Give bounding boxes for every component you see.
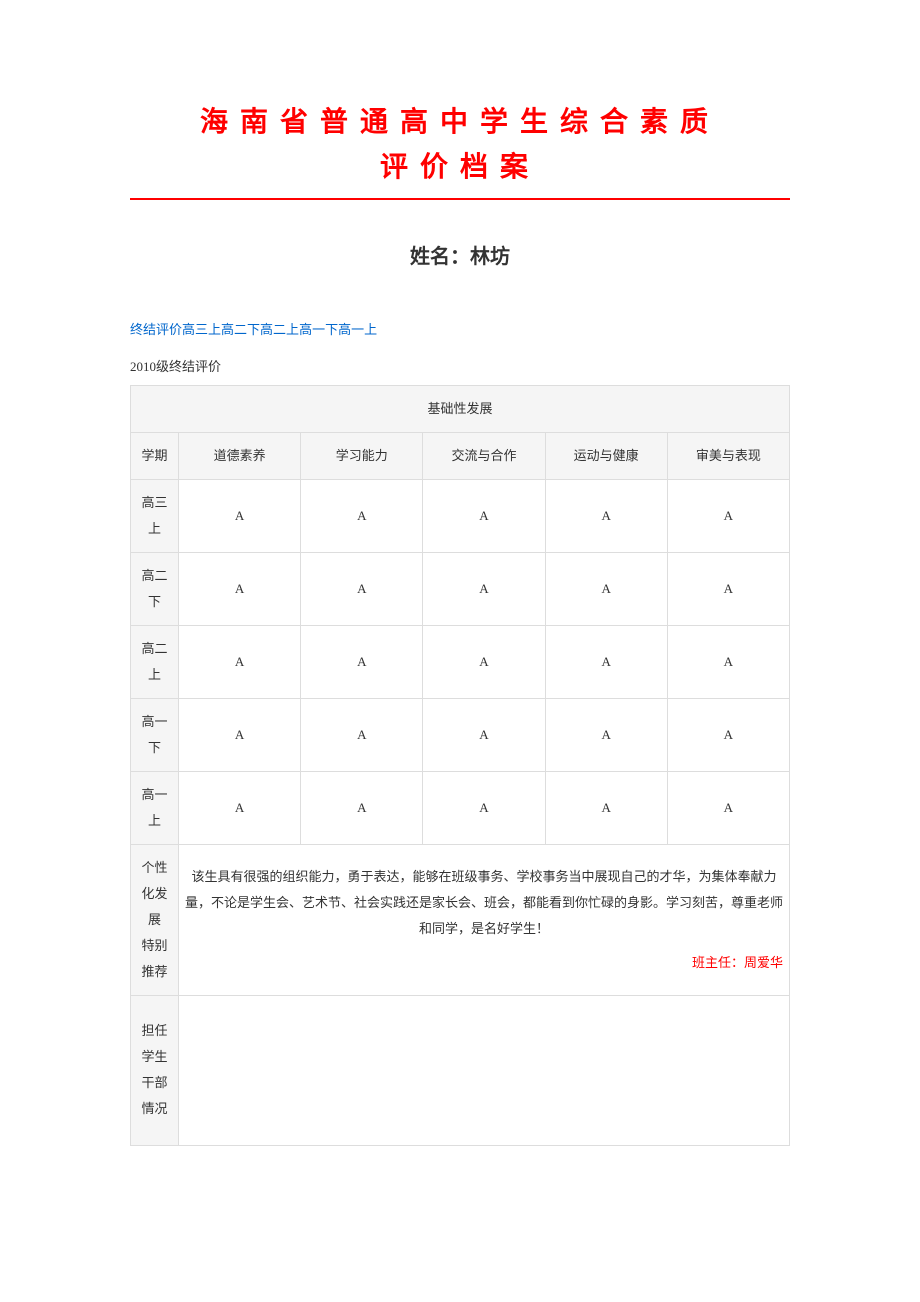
term-text: 高一 (137, 782, 172, 808)
nav-link-g2-2[interactable]: 高二下 (221, 322, 260, 337)
col-term: 学期 (131, 432, 179, 479)
cell: A (179, 771, 301, 844)
table-row: 高二 上 A A A A A (131, 625, 790, 698)
table-row: 高一 下 A A A A A (131, 698, 790, 771)
recommendation-label: 个性 化发 展 特别 推荐 (131, 844, 179, 995)
table-row: 高二 下 A A A A A (131, 552, 790, 625)
nav-link-g1-2[interactable]: 高一下 (299, 322, 338, 337)
table-row: 高一 上 A A A A A (131, 771, 790, 844)
cell: A (301, 479, 423, 552)
cell: A (545, 698, 667, 771)
cell: A (423, 552, 545, 625)
label-char: 学生 (137, 1044, 172, 1070)
term-cell: 高一 下 (131, 698, 179, 771)
title-line-2: 评价档案 (130, 145, 790, 190)
cell: A (179, 625, 301, 698)
col-communication: 交流与合作 (423, 432, 545, 479)
cell: A (179, 552, 301, 625)
recommendation-cell: 该生具有很强的组织能力，勇于表达，能够在班级事务、学校事务当中展现自己的才华，为… (179, 844, 790, 995)
term-text: 高二 (137, 636, 172, 662)
cell: A (667, 698, 789, 771)
semester-nav: 终结评价高三上高二下高二上高一下高一上 (130, 319, 790, 338)
title-underline (130, 198, 790, 200)
term-text: 下 (137, 735, 172, 761)
label-char: 推荐 (137, 959, 172, 985)
cell: A (667, 479, 789, 552)
term-text: 高三 (137, 490, 172, 516)
cell: A (667, 552, 789, 625)
teacher-signature: 班主任：周爱华 (185, 950, 783, 976)
document-title: 海南省普通高中学生综合素质 评价档案 (130, 100, 790, 190)
recommendation-text: 该生具有很强的组织能力，勇于表达，能够在班级事务、学校事务当中展现自己的才华，为… (185, 864, 783, 942)
label-char: 特别 (137, 933, 172, 959)
name-label: 姓名： (410, 246, 470, 268)
col-morality: 道德素养 (179, 432, 301, 479)
cell: A (301, 698, 423, 771)
nav-link-g1-1[interactable]: 高一上 (338, 322, 377, 337)
cell: A (423, 771, 545, 844)
col-aesthetics: 审美与表现 (667, 432, 789, 479)
col-sports: 运动与健康 (545, 432, 667, 479)
evaluation-table: 基础性发展 学期 道德素养 学习能力 交流与合作 运动与健康 审美与表现 高三 … (130, 385, 790, 1146)
cell: A (667, 771, 789, 844)
col-study: 学习能力 (301, 432, 423, 479)
student-name-line: 姓名：林坊 (130, 240, 790, 269)
cell: A (545, 552, 667, 625)
term-cell: 高一 上 (131, 771, 179, 844)
term-text: 高一 (137, 709, 172, 735)
label-char: 干部 (137, 1070, 172, 1096)
cell: A (179, 698, 301, 771)
cell: A (179, 479, 301, 552)
cell: A (423, 625, 545, 698)
nav-link-final[interactable]: 终结评价 (130, 322, 182, 337)
term-text: 高二 (137, 563, 172, 589)
title-line-1: 海南省普通高中学生综合素质 (200, 106, 720, 137)
term-text: 下 (137, 589, 172, 615)
nav-link-g2-1[interactable]: 高二上 (260, 322, 299, 337)
label-char: 个性 (137, 855, 172, 881)
term-cell: 高三 上 (131, 479, 179, 552)
label-char: 情况 (137, 1096, 172, 1122)
table-header-span: 基础性发展 (131, 385, 790, 432)
cell: A (545, 625, 667, 698)
cell: A (301, 771, 423, 844)
nav-link-g3-1[interactable]: 高三上 (182, 322, 221, 337)
term-text: 上 (137, 662, 172, 688)
term-text: 上 (137, 516, 172, 542)
name-value: 林坊 (470, 246, 510, 268)
recommendation-row: 个性 化发 展 特别 推荐 该生具有很强的组织能力，勇于表达，能够在班级事务、学… (131, 844, 790, 995)
cell: A (545, 771, 667, 844)
cell: A (301, 552, 423, 625)
cadre-row: 担任 学生 干部 情况 (131, 995, 790, 1145)
term-cell: 高二 上 (131, 625, 179, 698)
cadre-cell (179, 995, 790, 1145)
cell: A (423, 479, 545, 552)
cell: A (423, 698, 545, 771)
section-title: 2010级终结评价 (130, 356, 790, 375)
cell: A (667, 625, 789, 698)
term-cell: 高二 下 (131, 552, 179, 625)
cell: A (301, 625, 423, 698)
label-char: 展 (137, 907, 172, 933)
term-text: 上 (137, 808, 172, 834)
label-char: 化发 (137, 881, 172, 907)
table-row: 高三 上 A A A A A (131, 479, 790, 552)
label-char: 担任 (137, 1018, 172, 1044)
cell: A (545, 479, 667, 552)
cadre-label: 担任 学生 干部 情况 (131, 995, 179, 1145)
